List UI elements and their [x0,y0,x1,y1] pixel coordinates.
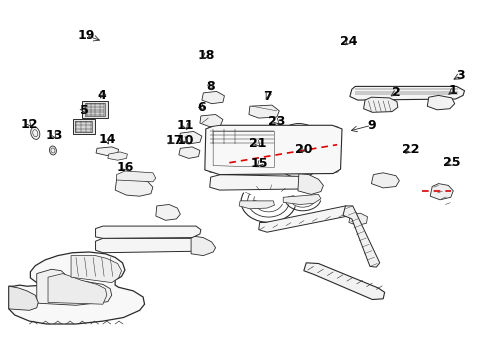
Bar [363,89,368,96]
Text: 15: 15 [251,157,269,170]
Polygon shape [205,125,342,175]
Polygon shape [108,152,127,160]
Text: 1: 1 [449,84,458,97]
Bar [441,89,446,96]
Polygon shape [115,178,153,196]
Text: 13: 13 [45,129,63,141]
Polygon shape [202,91,224,104]
Bar [54,284,83,297]
Text: 7: 7 [263,90,271,103]
Text: 22: 22 [402,143,419,156]
Bar [82,101,108,118]
Polygon shape [283,194,321,204]
Text: 12: 12 [21,118,38,131]
Bar [385,89,390,96]
Polygon shape [48,274,107,304]
Polygon shape [96,147,119,156]
Polygon shape [259,206,353,232]
Bar [85,103,105,116]
Bar [56,286,80,295]
Polygon shape [349,213,368,225]
Text: 14: 14 [98,133,116,146]
Polygon shape [427,95,455,110]
Text: 5: 5 [80,104,89,117]
Text: 10: 10 [176,134,194,147]
Text: 6: 6 [197,101,206,114]
Text: 16: 16 [116,161,134,174]
Bar [430,89,435,96]
Polygon shape [96,238,205,253]
Text: 9: 9 [367,119,376,132]
Bar [407,89,412,96]
Polygon shape [371,173,399,188]
Polygon shape [304,263,385,300]
Polygon shape [350,86,465,100]
Bar [396,89,401,96]
Polygon shape [249,105,279,118]
Text: 24: 24 [340,35,358,48]
Text: 20: 20 [295,143,313,156]
Ellipse shape [49,146,56,155]
Text: 11: 11 [176,119,194,132]
Text: 21: 21 [248,137,266,150]
Polygon shape [9,286,38,310]
Text: 18: 18 [197,49,215,62]
Polygon shape [179,131,202,144]
Text: 25: 25 [443,156,461,169]
Text: 4: 4 [98,89,106,102]
Polygon shape [179,147,200,158]
Polygon shape [156,204,180,220]
Polygon shape [37,269,112,305]
Polygon shape [298,174,323,194]
Bar [75,121,92,132]
Text: 2: 2 [392,86,400,99]
Polygon shape [117,171,156,182]
Polygon shape [239,201,274,209]
Polygon shape [191,236,216,256]
Polygon shape [430,184,453,200]
Bar [418,89,423,96]
Polygon shape [71,256,122,283]
Polygon shape [364,97,398,112]
Bar [73,119,95,134]
Text: 17: 17 [165,134,183,147]
Text: 8: 8 [206,80,215,93]
Text: 19: 19 [77,29,95,42]
Bar [374,89,379,96]
Polygon shape [210,175,308,190]
Polygon shape [343,206,380,267]
Polygon shape [96,226,201,238]
Ellipse shape [31,127,40,139]
Polygon shape [9,252,145,324]
Polygon shape [200,114,223,127]
Text: 3: 3 [456,69,465,82]
Text: 23: 23 [268,115,286,128]
